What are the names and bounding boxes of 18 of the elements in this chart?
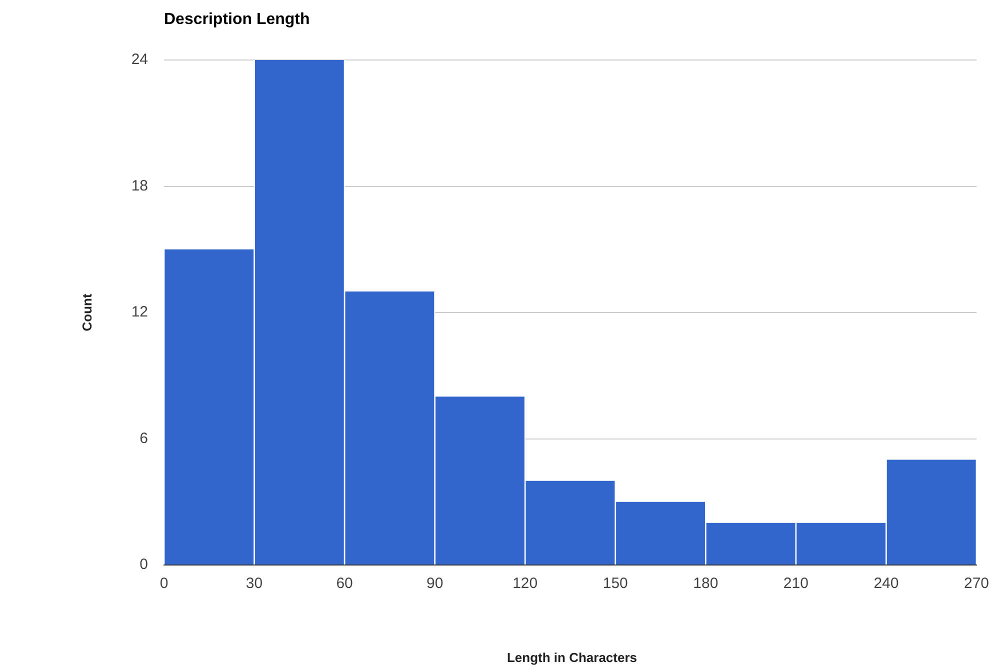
x-tick-label: 270 [964,575,989,592]
x-tick-label: 120 [512,575,538,592]
x-tick-label: 90 [426,575,444,592]
x-tick-label: 0 [160,575,168,592]
y-tick-label: 18 [131,177,148,194]
y-tick-label: 12 [131,304,148,321]
x-tick-label: 210 [783,575,808,592]
x-tick-label: 180 [693,575,718,592]
y-tick-label: 6 [140,430,148,447]
x-tick-label: 240 [874,575,899,592]
y-axis-title: Count [79,293,94,332]
x-axis-title: Length in Characters [506,650,638,665]
x-tick-label: 150 [602,575,628,592]
chart-title: Description Length [164,11,310,29]
x-tick-label: 30 [246,575,263,592]
x-tick-label: 60 [336,575,353,592]
y-tick-label: 0 [140,556,148,574]
y-tick-label: 24 [131,51,148,68]
